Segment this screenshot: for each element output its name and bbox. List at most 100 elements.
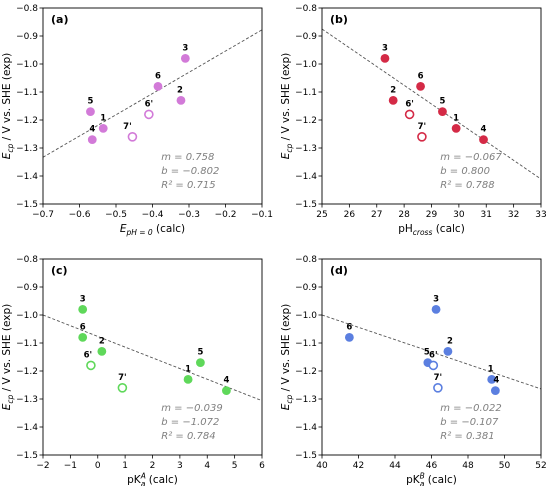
- data-point: [117, 382, 128, 393]
- data-point: [344, 332, 354, 342]
- data-point: [78, 332, 88, 342]
- x-tick-label: 42: [353, 461, 364, 471]
- stat-slope: m = −0.067: [440, 152, 502, 163]
- y-axis-label: Ecp / V vs. SHE (exp): [1, 304, 15, 411]
- y-tick-label: −0.8: [16, 255, 38, 265]
- x-tick-label: −0.4: [142, 210, 164, 220]
- x-tick-label: 2: [150, 461, 156, 471]
- x-tick-label: −0.5: [105, 210, 127, 220]
- y-tick-label: −0.9: [295, 32, 317, 42]
- data-point: [443, 346, 453, 356]
- y-tick-label: −1.2: [295, 367, 317, 377]
- y-tick-label: −1.4: [16, 423, 38, 433]
- data-point: [98, 123, 108, 133]
- x-tick-label: 0: [95, 461, 101, 471]
- data-point: [86, 107, 95, 116]
- stat-r-squared: R² = 0.715: [161, 180, 215, 191]
- x-tick-label: 40: [316, 461, 328, 471]
- data-point-label: 6: [346, 322, 352, 332]
- stat-intercept: b = −1.072: [161, 417, 219, 428]
- stat-r-squared: R² = 0.784: [161, 431, 215, 442]
- data-point-label: 1: [185, 364, 191, 374]
- data-point-label: 6': [84, 350, 93, 360]
- plot-frame: [42, 258, 263, 456]
- panel-label: (b): [330, 13, 348, 26]
- data-point-label: 5: [424, 348, 430, 358]
- y-tick-label: −1.1: [16, 339, 38, 349]
- x-tick-label: 6: [259, 461, 265, 471]
- y-tick-label: −1.5: [295, 451, 317, 461]
- x-axis-label: EpH = 0 (calc): [120, 223, 185, 237]
- data-point-label: 6: [418, 71, 424, 81]
- data-point-label: 4: [223, 376, 229, 386]
- data-point-label: 6: [155, 71, 161, 81]
- fit-line: [43, 29, 262, 158]
- x-tick-label: −0.3: [178, 210, 200, 220]
- y-tick-label: −1.1: [16, 88, 38, 98]
- data-point-label: 6': [429, 350, 438, 360]
- data-point-label: 7': [118, 373, 127, 383]
- y-tick-label: −1.0: [16, 311, 38, 321]
- y-tick-label: −1.3: [295, 395, 317, 405]
- data-point: [86, 360, 96, 371]
- data-point: [417, 132, 427, 142]
- x-tick-label: 26: [344, 210, 356, 220]
- panel-d: 40 42 44 46 48 50 52−1.5−1.4−1.3−1.2−1.1−1.0−0…: [280, 255, 547, 486]
- y-tick-label: −1.1: [295, 339, 317, 349]
- stat-r-squared: R² = 0.788: [440, 180, 494, 191]
- data-point: [487, 374, 497, 384]
- x-tick-label: 44: [389, 461, 401, 471]
- x-tick-label: 30: [453, 210, 465, 220]
- x-tick-label: 52: [535, 461, 546, 471]
- panel-b: 25 26 27 28 29 30 31 32 33−1.5−1.4−1.3−1.2−1.1−1…: [280, 4, 547, 237]
- x-tick-label: −0.1: [251, 210, 273, 220]
- y-tick-label: −1.5: [16, 200, 38, 210]
- data-point: [97, 346, 107, 356]
- data-point-label: 4: [89, 125, 95, 135]
- data-point-label: 4: [493, 376, 499, 386]
- y-tick-label: −1.2: [16, 367, 38, 377]
- y-tick-label: −1.3: [16, 395, 38, 405]
- plot-frame: [321, 7, 542, 205]
- data-point: [416, 82, 425, 91]
- data-point-label: 7': [418, 122, 427, 132]
- y-axis-label: Ecp / V vs. SHE (exp): [280, 53, 294, 160]
- data-point: [490, 386, 500, 396]
- data-point: [180, 54, 190, 63]
- data-point: [428, 360, 439, 371]
- data-point-label: 6: [80, 322, 86, 332]
- y-tick-label: −1.5: [16, 451, 38, 461]
- data-point: [479, 135, 488, 145]
- y-axis-label: Ecp / V vs. SHE (exp): [280, 304, 294, 411]
- y-tick-label: −1.3: [16, 144, 38, 154]
- stat-intercept: b = −0.802: [161, 166, 219, 177]
- stat-intercept: b = 0.800: [440, 166, 490, 177]
- y-tick-label: −0.8: [295, 4, 317, 14]
- y-tick-label: −1.0: [295, 311, 317, 321]
- fit-line: [322, 28, 541, 180]
- data-point: [87, 135, 97, 145]
- x-tick-label: 46: [426, 461, 438, 471]
- stat-r-squared: R² = 0.381: [440, 431, 494, 442]
- y-axis-label: Ecp / V vs. SHE (exp): [1, 53, 15, 160]
- y-tick-label: −1.4: [295, 172, 317, 182]
- data-point: [183, 374, 193, 384]
- data-point: [196, 358, 205, 368]
- data-point: [404, 109, 415, 120]
- x-tick-label: 4: [204, 461, 210, 471]
- data-point: [222, 386, 231, 396]
- data-point-label: 1: [453, 113, 459, 123]
- x-tick-label: 50: [499, 461, 511, 471]
- stat-slope: m = −0.039: [161, 403, 222, 414]
- y-tick-label: −1.0: [295, 60, 317, 70]
- x-tick-label: 31: [481, 210, 492, 220]
- data-point: [176, 96, 186, 105]
- data-point-label: 6': [405, 99, 414, 109]
- x-tick-label: −0.7: [32, 210, 54, 220]
- x-tick-label: 27: [371, 210, 382, 220]
- x-tick-label: 25: [316, 210, 327, 220]
- y-tick-label: −1.1: [295, 88, 317, 98]
- stat-slope: m = −0.022: [440, 403, 501, 414]
- data-point-label: 2: [390, 85, 396, 95]
